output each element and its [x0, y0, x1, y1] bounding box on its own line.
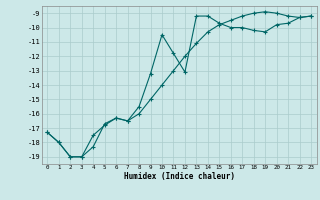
X-axis label: Humidex (Indice chaleur): Humidex (Indice chaleur)	[124, 172, 235, 181]
